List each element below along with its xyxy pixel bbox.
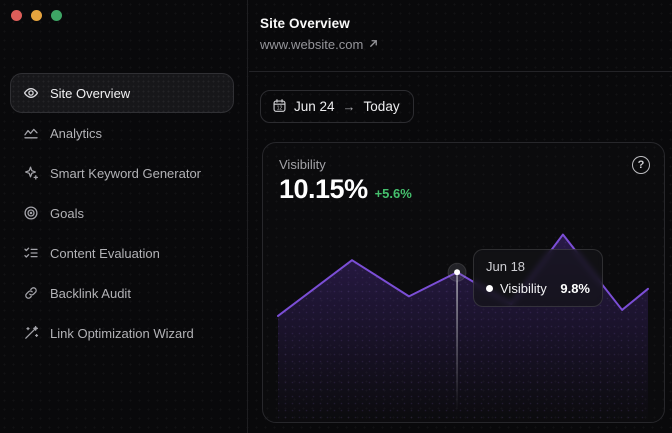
sidebar-item-goals[interactable]: Goals bbox=[10, 193, 234, 233]
tooltip-series-label: Visibility bbox=[500, 281, 547, 296]
minimize-button[interactable] bbox=[31, 10, 42, 21]
metric-label: Visibility bbox=[279, 157, 326, 172]
sidebar-item-label: Analytics bbox=[50, 125, 103, 141]
tooltip-value: 9.8% bbox=[560, 281, 590, 296]
date-range-end: Today bbox=[363, 99, 400, 114]
date-range-picker[interactable]: 12 Jun 24 → Today bbox=[260, 90, 414, 123]
sidebar-item-label: Link Optimization Wizard bbox=[50, 325, 194, 341]
sidebar-item-label: Backlink Audit bbox=[50, 285, 131, 301]
sidebar-item-link-optimization-wizard[interactable]: Link Optimization Wizard bbox=[10, 313, 234, 353]
visibility-card: Visibility 10.15% +5.6% ? Jun 18 Visibil… bbox=[262, 142, 665, 423]
sidebar: Site Overview Analytics Smart Keyword Gene… bbox=[0, 0, 248, 433]
sidebar-item-analytics[interactable]: Analytics bbox=[10, 113, 234, 153]
series-dot-icon bbox=[486, 285, 493, 292]
sparkles-icon bbox=[23, 165, 39, 181]
help-icon[interactable]: ? bbox=[632, 156, 650, 174]
metric-value: 10.15% bbox=[279, 174, 368, 204]
date-range-start: Jun 24 bbox=[294, 99, 335, 114]
close-button[interactable] bbox=[11, 10, 22, 21]
metric-change-badge: +5.6% bbox=[374, 186, 412, 201]
eye-icon bbox=[23, 85, 39, 101]
tooltip-row: Visibility 9.8% bbox=[486, 281, 590, 296]
metric-value-row: 10.15% +5.6% bbox=[279, 174, 412, 205]
svg-text:12: 12 bbox=[277, 105, 283, 111]
chart-line-icon bbox=[23, 125, 39, 141]
page-title: Site Overview bbox=[260, 16, 350, 31]
main-content: Site Overview www.website.com 12 Jun 24 … bbox=[249, 0, 672, 433]
date-range-arrow-icon: → bbox=[342, 99, 356, 114]
header-divider bbox=[249, 71, 672, 72]
calendar-icon: 12 bbox=[272, 98, 287, 116]
sidebar-item-label: Smart Keyword Generator bbox=[50, 165, 202, 181]
window-controls bbox=[11, 10, 62, 21]
sidebar-item-smart-keyword-generator[interactable]: Smart Keyword Generator bbox=[10, 153, 234, 193]
sidebar-nav: Site Overview Analytics Smart Keyword Gene… bbox=[10, 73, 234, 353]
chart-highlight-point[interactable] bbox=[454, 269, 461, 276]
sidebar-item-label: Content Evaluation bbox=[50, 245, 160, 261]
site-url-text: www.website.com bbox=[260, 37, 364, 52]
wand-sparkles-icon bbox=[23, 325, 39, 341]
sidebar-item-site-overview[interactable]: Site Overview bbox=[10, 73, 234, 113]
target-icon bbox=[23, 205, 39, 221]
chart-tooltip: Jun 18 Visibility 9.8% bbox=[473, 249, 603, 307]
list-checks-icon bbox=[23, 245, 39, 261]
tooltip-date: Jun 18 bbox=[486, 259, 526, 274]
sidebar-item-label: Goals bbox=[50, 205, 84, 221]
zoom-button[interactable] bbox=[51, 10, 62, 21]
sidebar-item-backlink-audit[interactable]: Backlink Audit bbox=[10, 273, 234, 313]
site-url-link[interactable]: www.website.com bbox=[260, 37, 379, 52]
sidebar-item-label: Site Overview bbox=[50, 85, 131, 101]
sidebar-item-content-evaluation[interactable]: Content Evaluation bbox=[10, 233, 234, 273]
arrow-up-right-icon bbox=[368, 37, 379, 52]
link-icon bbox=[23, 285, 39, 301]
